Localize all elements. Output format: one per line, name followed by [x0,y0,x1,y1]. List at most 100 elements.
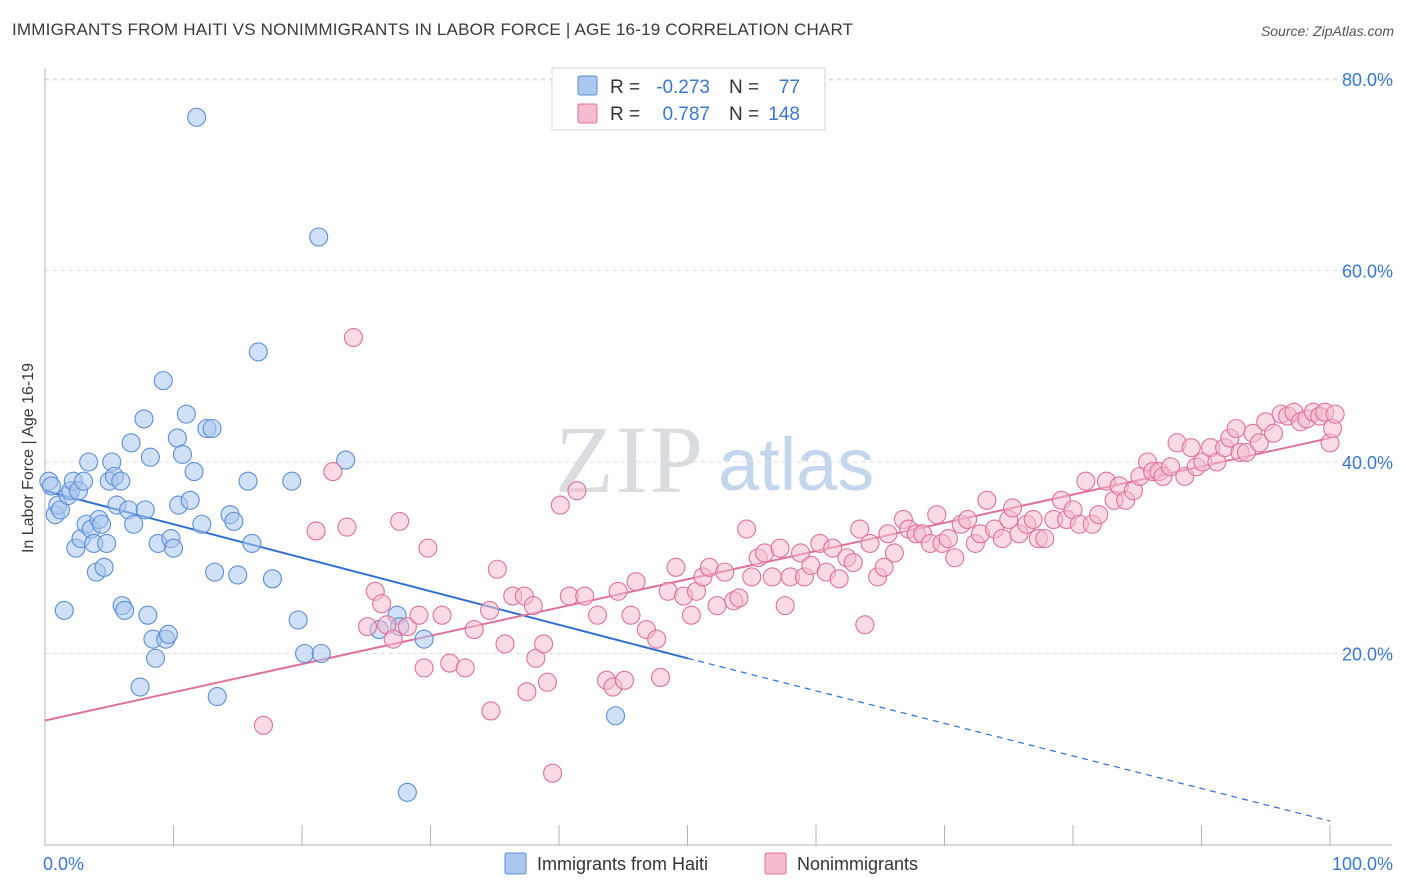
point-haiti [192,514,212,534]
point-nonimmigrant [1003,498,1023,518]
point-nonimmigrant [992,529,1012,549]
point-nonimmigrant [481,701,501,721]
legend-label-nonimmigrants: Nonimmigrants [797,854,918,874]
point-haiti [130,677,150,697]
point-nonimmigrant [977,490,997,510]
legend-label-haiti: Immigrants from Haiti [537,854,708,874]
point-haiti [180,490,200,510]
point-nonimmigrant [455,658,475,678]
axes [44,68,1392,846]
point-nonimmigrant [414,658,434,678]
point-nonimmigrant [372,594,392,614]
point-haiti [97,533,117,553]
point-nonimmigrant [1089,505,1109,525]
point-haiti [242,533,262,553]
point-nonimmigrant [737,519,757,539]
point-nonimmigrant [534,634,554,654]
point-haiti [158,624,178,644]
point-nonimmigrant [945,548,965,568]
point-nonimmigrant [775,596,795,616]
point-nonimmigrant [770,538,790,558]
point-nonimmigrant [1263,423,1284,443]
point-nonimmigrant [647,629,667,649]
point-haiti [115,600,135,620]
point-haiti [140,447,160,467]
point-nonimmigrant [550,495,570,515]
stats-legend-blue-n-label: N = [729,77,759,98]
tick-labels: 20.0% 40.0% 60.0% 80.0% 0.0% 100.0% [43,70,1393,874]
stats-legend-blue-r-value: -0.273 [656,77,710,98]
point-haiti [138,605,158,625]
trend-line-haiti-extrapolated [687,657,1331,822]
point-nonimmigrant [409,605,429,625]
point-haiti [207,687,227,707]
point-nonimmigrant [1236,442,1257,462]
watermark-atlas: atlas [718,423,874,506]
point-nonimmigrant [587,605,608,625]
point-haiti [145,648,166,668]
point-nonimmigrant [707,596,727,616]
point-haiti [224,511,244,531]
point-nonimmigrant [464,620,484,640]
point-nonimmigrant [829,569,849,589]
stats-legend: R = -0.273 N = 77 R = 0.787 N = 148 [551,67,826,131]
point-nonimmigrant [383,629,403,649]
point-haiti [262,569,282,589]
y-tick-label-80: 80.0% [1342,70,1393,90]
point-haiti [124,514,144,534]
point-haiti [228,565,248,585]
legend-swatch-haiti [504,852,527,875]
point-nonimmigrant [927,505,947,525]
point-haiti [153,371,173,391]
point-nonimmigrant [337,517,357,537]
point-haiti [295,643,315,664]
point-nonimmigrant [306,521,326,541]
point-haiti [135,500,155,520]
point-nonimmigrant [495,634,515,654]
point-haiti [311,643,331,664]
point-haiti [336,450,356,470]
point-nonimmigrant [1076,471,1096,491]
point-haiti [172,444,193,464]
point-nonimmigrant [517,682,537,702]
point-nonimmigrant [357,617,378,637]
point-nonimmigrant [397,617,417,637]
point-nonimmigrant [860,533,880,553]
point-haiti [205,562,225,582]
stats-legend-blue-n-value: 77 [779,77,800,98]
chart-source: Source: ZipAtlas.com [1260,23,1394,39]
chart-title: IMMIGRANTS FROM HAITI VS NONIMMIGRANTS I… [12,20,854,39]
point-nonimmigrant [715,562,735,582]
y-tick-label-60: 60.0% [1342,262,1393,282]
stats-legend-blue-swatch [577,75,598,96]
point-haiti [111,471,131,491]
point-haiti [184,462,204,482]
point-nonimmigrant [1023,509,1043,530]
point-haiti [121,433,141,453]
point-nonimmigrant [608,581,628,601]
point-nonimmigrant [666,557,686,577]
point-haiti [74,471,94,491]
point-haiti [202,418,222,439]
point-nonimmigrant [823,538,843,558]
point-nonimmigrant [487,559,507,579]
y-tick-label-20: 20.0% [1342,645,1393,665]
point-nonimmigrant [1161,457,1181,477]
point-nonimmigrant [791,543,811,563]
point-nonimmigrant [418,538,438,558]
point-nonimmigrant [621,605,641,625]
trend-line-haiti [44,489,688,660]
point-nonimmigrant [614,670,635,690]
point-haiti [94,557,114,577]
point-haiti [176,404,196,424]
point-nonimmigrant [567,481,587,501]
x-tick-label-min: 0.0% [43,854,84,874]
point-nonimmigrant [855,615,875,635]
point-nonimmigrant [480,600,500,620]
point-nonimmigrant [432,605,452,625]
point-nonimmigrant [523,596,543,616]
point-nonimmigrant [1325,404,1345,424]
point-haiti [79,452,99,472]
point-haiti [248,342,268,362]
